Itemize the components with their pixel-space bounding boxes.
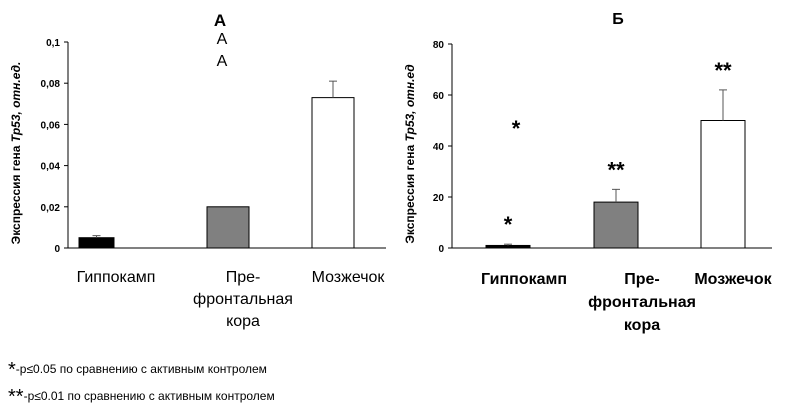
category-label-line: Пре- [226, 269, 261, 286]
category-label: Гиппокамп [77, 269, 156, 286]
category-label-line: фронтальная [588, 294, 696, 311]
bar-2 [206, 206, 250, 249]
footnotes: *-p≤0.05 по сравнению с активным контрол… [8, 356, 275, 410]
y-tick-label: 40 [433, 142, 445, 153]
significance-mark: ** [714, 58, 732, 83]
category-label-line: кора [226, 313, 260, 330]
annotation: * [512, 116, 521, 141]
y-axis-label-italic: Тр53, отн.ед [403, 64, 417, 141]
y-axis-label: Экспрессия гена Тр53, отн.ед [403, 64, 417, 243]
category-label: Пре-фронтальная кора [193, 269, 293, 330]
y-tick-label: 20 [433, 193, 445, 204]
chart-panel-1: 0 0,02 0,04 0,06 0,08 0,1 Гиппокамп Пре-фронтал… [9, 11, 386, 330]
bar-1 [78, 237, 115, 249]
footnote-1: *-p≤0.05 по сравнению с активным контрол… [8, 356, 275, 383]
footnote-1-mark: * [8, 359, 16, 381]
y-tick-label: 0,06 [41, 120, 61, 131]
figure-canvas: 0 0,02 0,04 0,06 0,08 0,1 Гиппокамп Пре-фронтал… [9, 11, 773, 334]
category-label: Пре-фронтальная кора [588, 271, 696, 334]
chart-title: Б [612, 11, 624, 28]
category-label-line: Пре- [624, 271, 660, 288]
category-label-line: Гиппокамп [77, 269, 156, 286]
footnote-2: **-p≤0.01 по сравнению с активным контро… [8, 383, 275, 410]
y-tick-label: 0 [438, 244, 444, 255]
category-label-line: Гиппокамп [481, 271, 567, 288]
category-label: Гиппокамп [481, 271, 567, 288]
footnote-2-text: -p≤0.01 по сравнению с активным контроле… [23, 389, 275, 403]
y-axis-label: Экспрессия гена Тр53, отн.ед. [9, 62, 23, 245]
significance-mark: * [504, 212, 513, 237]
chart-title: А [214, 11, 226, 30]
significance-mark: ** [607, 157, 625, 182]
category-label-line: фронтальная [193, 291, 293, 308]
category-label-line: Мозжечок [312, 269, 386, 286]
annotation: А [217, 53, 228, 70]
y-tick-label: 0 [54, 244, 60, 255]
y-tick-label: 60 [433, 91, 445, 102]
y-axis-label-italic: Тр53, отн.ед. [9, 62, 23, 143]
category-label-line: кора [624, 317, 660, 334]
y-tick-label: 0,08 [41, 79, 61, 90]
y-axis-label-main: Экспрессия гена [403, 142, 417, 244]
bar-1 [485, 244, 531, 249]
footnote-1-text: -p≤0.05 по сравнению с активным контроле… [15, 362, 267, 376]
y-tick-label: 0,02 [41, 203, 61, 214]
category-label-line: Мозжечок [694, 271, 772, 288]
y-tick-label: 0,1 [46, 38, 60, 49]
category-label: Мозжечок [694, 271, 772, 288]
footnote-2-mark: ** [8, 386, 24, 408]
annotation: А [217, 31, 228, 48]
y-tick-label: 80 [433, 40, 445, 51]
y-tick-label: 0,04 [41, 162, 61, 173]
category-label: Мозжечок [312, 269, 386, 286]
bar-2 [593, 201, 639, 249]
y-axis-label-main: Экспрессия гена [9, 142, 23, 244]
bar-3 [700, 120, 746, 249]
bar-3 [311, 97, 355, 249]
